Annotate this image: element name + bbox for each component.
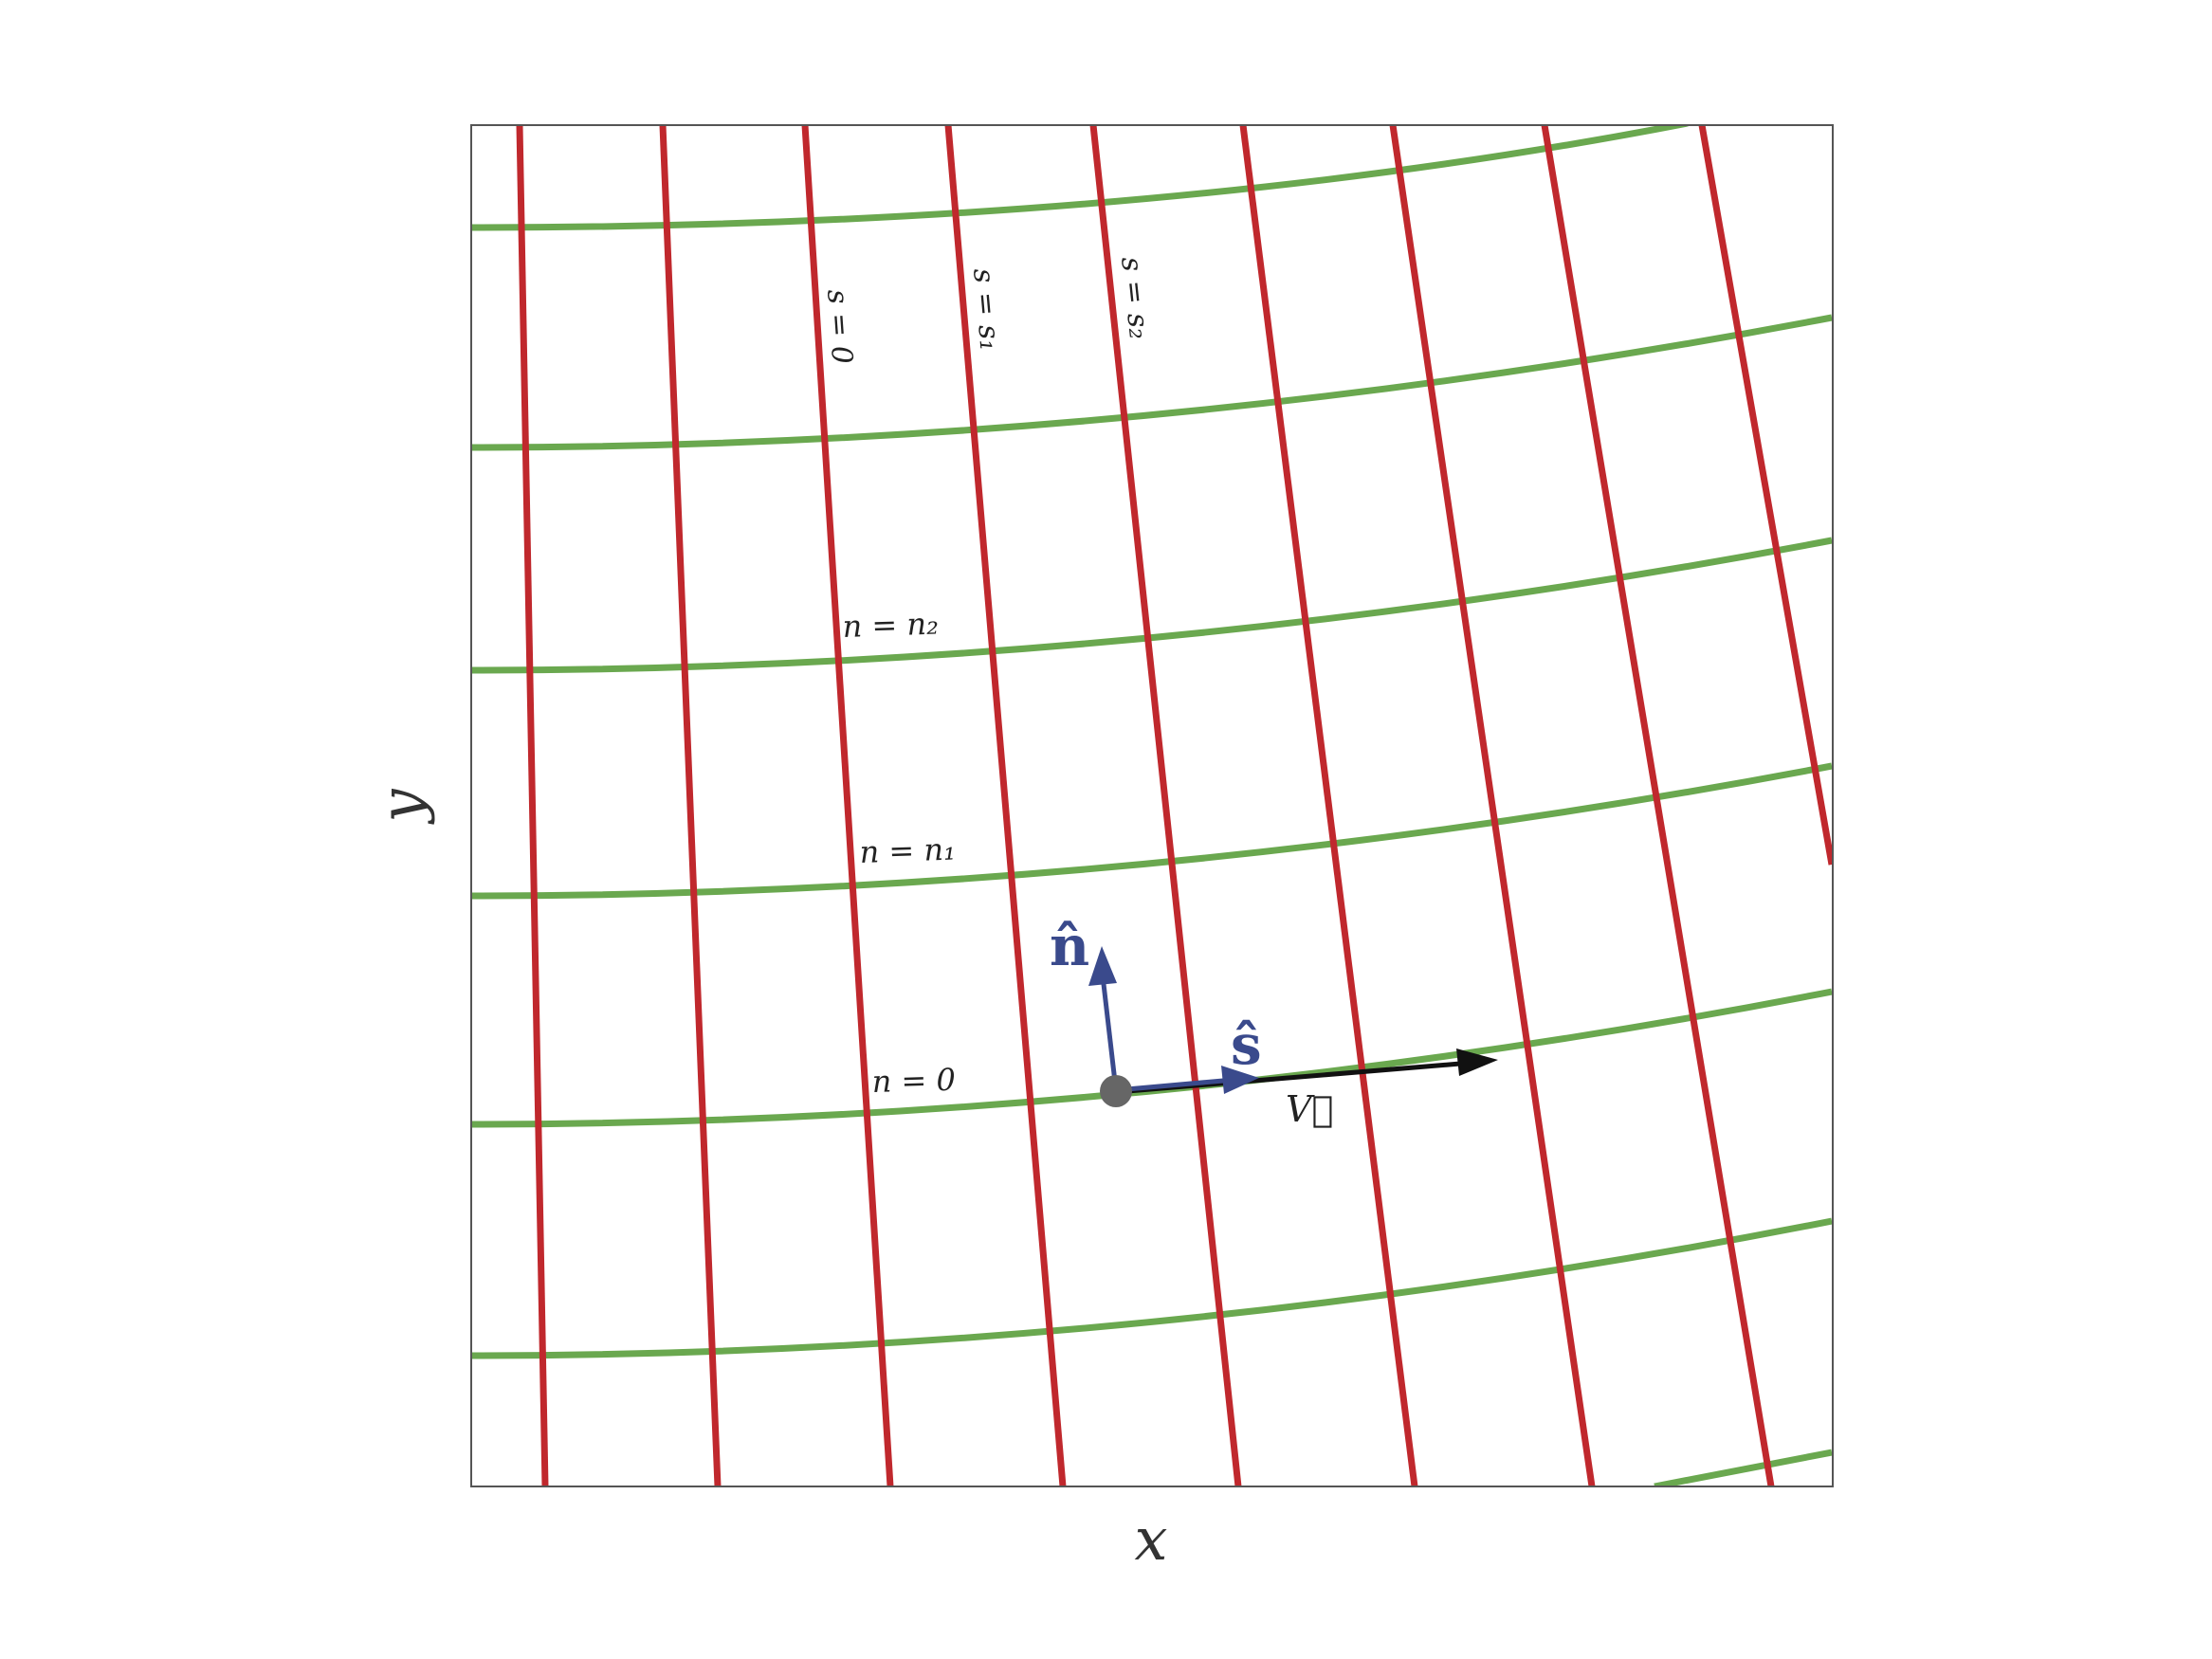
s-hat-shaft [1115, 1078, 1224, 1093]
n-curve-top [470, 125, 1689, 231]
n-hat-label: n̂ [1050, 914, 1089, 978]
s-line-2 [659, 125, 722, 1486]
n-curve-n0 [470, 988, 1832, 1128]
label-n0: n = 0 [871, 1062, 956, 1100]
velocity-label: V⃗ [1286, 1088, 1333, 1130]
s-line-s0 [801, 125, 894, 1486]
label-s0: s = 0 [820, 288, 858, 365]
origin-point [1100, 1075, 1132, 1107]
s-hat-label: ŝ [1231, 1012, 1262, 1077]
s-hat-arrowhead [1221, 1066, 1259, 1094]
unit-vectors: ŝ n̂ [1050, 914, 1262, 1094]
s-line-s1 [944, 125, 1067, 1486]
s-curves [516, 125, 1832, 1486]
y-axis-label: y [367, 789, 436, 826]
s-line-7 [1389, 125, 1596, 1486]
velocity-arrowhead [1456, 1048, 1498, 1076]
s-line-1 [516, 125, 549, 1486]
plot-frame [470, 124, 1834, 1487]
label-s2: s = s₂ [1114, 255, 1156, 340]
s-line-8 [1541, 125, 1775, 1486]
n-curve-n1 [470, 762, 1832, 900]
s-line-s2 [1089, 125, 1242, 1486]
s-line-9 [1698, 125, 1832, 866]
n-hat-shaft [1101, 983, 1119, 1091]
x-axis-label: x [1135, 1504, 1168, 1574]
velocity-vector: V⃗ [1115, 1048, 1498, 1130]
n-hat-arrowhead [1088, 946, 1117, 986]
n-curve-bottom [1654, 1449, 1832, 1486]
label-s1: s = s₁ [966, 267, 1006, 353]
n-curve-neg1 [470, 1217, 1832, 1359]
label-n1: n = n₁ [859, 830, 956, 870]
curve-labels: n = 0 n = n₁ n = n₂ s = 0 s = s₁ s = s₂ [820, 255, 1156, 1100]
label-n2: n = n₂ [842, 605, 939, 645]
s-line-6 [1239, 125, 1418, 1486]
